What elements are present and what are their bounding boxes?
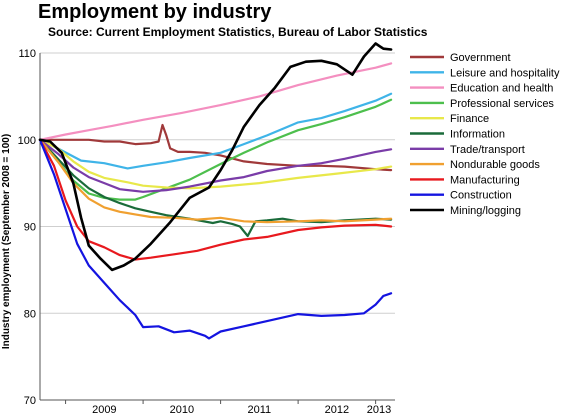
series-line: [38, 138, 393, 224]
series-line: [38, 138, 393, 193]
y-tick-label: 70: [24, 395, 36, 407]
series-line: [38, 98, 393, 201]
legend-label: Government: [450, 52, 511, 64]
series-lines: [38, 42, 393, 340]
axes: 70 80 90 100 110 2009 2010 2011 2012 2013 Industry…: [1, 48, 395, 416]
x-tick-label: 2011: [248, 404, 272, 416]
legend-label: Nondurable goods: [450, 159, 540, 171]
chart-title: Employment by industry: [38, 1, 272, 23]
legend-label: Mining/logging: [450, 205, 521, 217]
series-line: [38, 123, 393, 172]
series-line: [38, 138, 393, 261]
x-tick-label: 2013: [367, 404, 391, 416]
legend-label: Professional services: [450, 98, 554, 110]
y-axis-label: Industry employment (September 2008 = 10…: [1, 134, 12, 349]
legend-label: Finance: [450, 113, 489, 125]
legend-label: Education and health: [450, 83, 553, 95]
x-tick-label: 2010: [170, 404, 194, 416]
x-tick-label: 2012: [325, 404, 349, 416]
series-line: [38, 62, 393, 141]
legend-label: Leisure and hospitality: [450, 67, 560, 79]
y-tick-label: 80: [24, 308, 36, 320]
y-tick-label: 110: [18, 48, 36, 60]
y-tick-label: 100: [18, 135, 36, 147]
legend-label: Manufacturing: [450, 174, 520, 186]
y-tick-label: 90: [24, 222, 36, 234]
series-line: [38, 92, 393, 170]
legend-label: Trade/transport: [450, 144, 525, 156]
x-tick-label: 2009: [92, 404, 116, 416]
legend: Government Leisure and hospitality Educati…: [410, 52, 560, 217]
legend-label: Construction: [450, 190, 512, 202]
series-line: [38, 42, 393, 272]
series-line: [38, 138, 393, 190]
legend-label: Information: [450, 129, 505, 141]
chart-subtitle: Source: Current Employment Statistics, B…: [48, 25, 428, 39]
series-line: [38, 138, 393, 340]
